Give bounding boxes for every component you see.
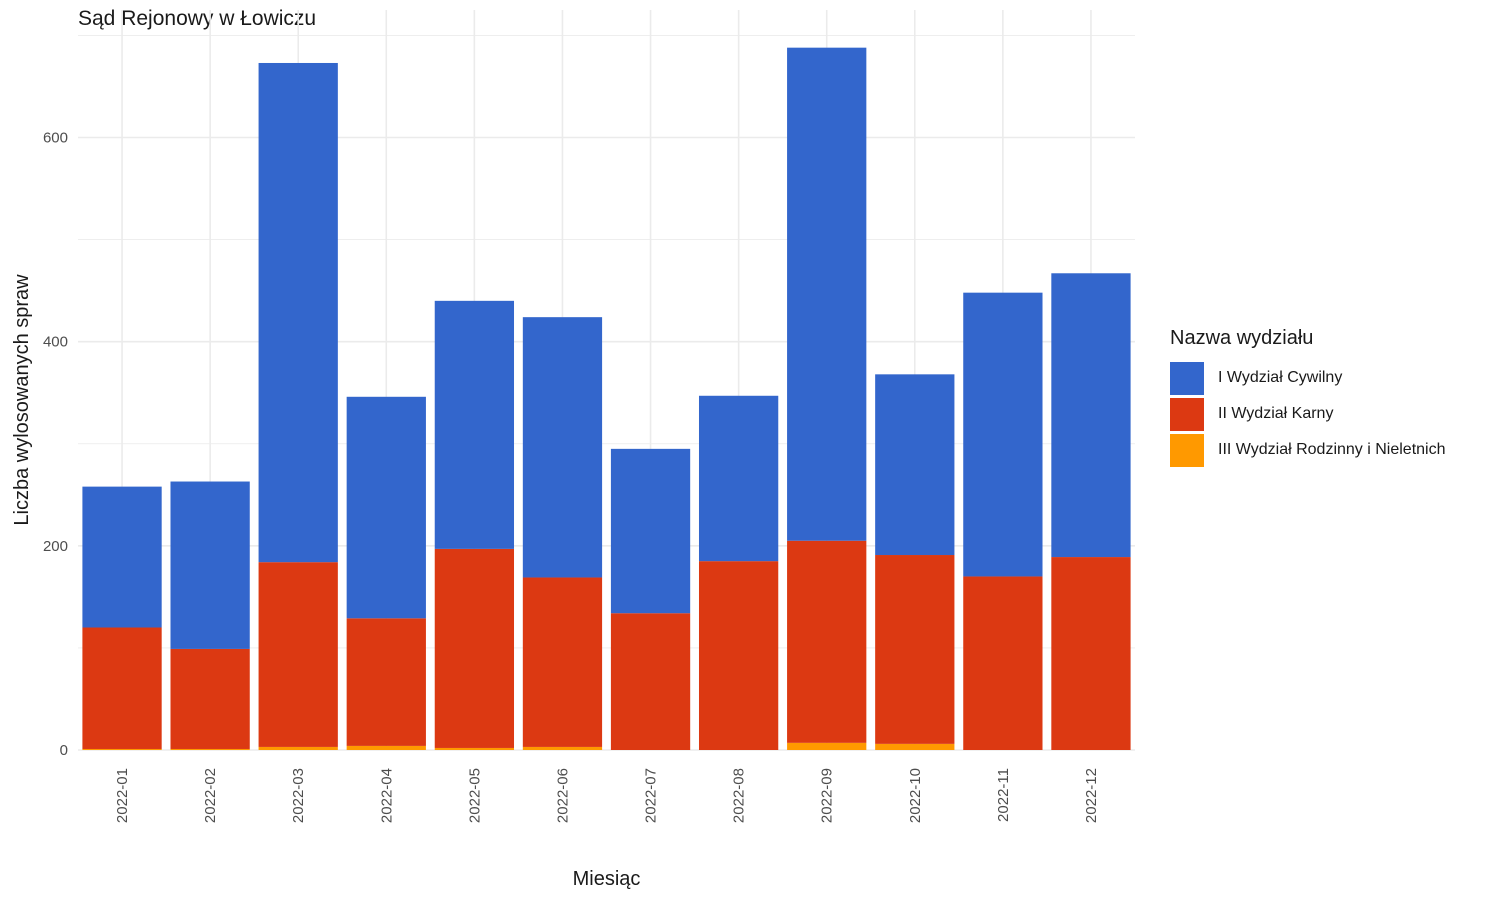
legend-swatch-rodzinny <box>1170 433 1204 467</box>
bar-2022-07-i-wydzia-cywilny <box>610 448 691 614</box>
x-tick-label: 2022-06 <box>554 768 571 823</box>
chart-title: Sąd Rejonowy w Łowiczu <box>78 7 317 30</box>
legend-item-cywilny: I Wydział Cywilny <box>1170 360 1446 396</box>
bar-2022-08-i-wydzia-cywilny <box>698 395 779 562</box>
bar-2022-06-i-wydzia-cywilny <box>522 317 603 578</box>
x-tick-label: 2022-10 <box>907 768 924 823</box>
bar-2022-11-ii-wydzia-karny <box>963 576 1043 750</box>
bar-2022-04-ii-wydzia-karny <box>346 618 426 746</box>
bar-2022-08-ii-wydzia-karny <box>698 561 779 750</box>
bar-2022-07-ii-wydzia-karny <box>610 613 691 750</box>
bar-2022-12-i-wydzia-cywilny <box>1051 273 1131 558</box>
bar-2022-05-iii-wydzia-rodzinny-i-nieletnich <box>434 747 515 750</box>
bar-2022-03-iii-wydzia-rodzinny-i-nieletnich <box>258 746 338 750</box>
bar-2022-04-i-wydzia-cywilny <box>346 396 426 619</box>
bar-2022-10-ii-wydzia-karny <box>875 555 955 744</box>
x-tick-label: 2022-11 <box>995 768 1012 822</box>
bar-2022-09-i-wydzia-cywilny <box>787 47 867 541</box>
bar-2022-01-i-wydzia-cywilny <box>82 486 162 628</box>
bar-2022-09-ii-wydzia-karny <box>787 540 867 743</box>
x-tick-label: 2022-12 <box>1083 768 1100 823</box>
y-tick-label: 200 <box>43 538 68 555</box>
legend-swatch-karny <box>1170 397 1204 431</box>
bar-2022-02-ii-wydzia-karny <box>170 648 250 749</box>
x-tick-label: 2022-09 <box>819 768 836 823</box>
legend-title: Nazwa wydziału <box>1170 327 1314 349</box>
legend-swatch-cywilny <box>1170 361 1204 395</box>
legend-label-cywilny: I Wydział Cywilny <box>1218 369 1343 386</box>
bar-2022-04-iii-wydzia-rodzinny-i-nieletnich <box>346 745 426 750</box>
legend-item-karny: II Wydział Karny <box>1170 396 1446 432</box>
bar-2022-03-i-wydzia-cywilny <box>258 62 338 563</box>
bar-2022-05-i-wydzia-cywilny <box>434 300 515 549</box>
bar-2022-10-i-wydzia-cywilny <box>875 374 955 556</box>
bar-2022-10-iii-wydzia-rodzinny-i-nieletnich <box>875 743 955 750</box>
x-tick-label: 2022-03 <box>290 768 307 823</box>
y-axis-title: Liczba wylosowanych spraw <box>11 274 33 526</box>
x-tick-label: 2022-01 <box>114 768 131 823</box>
legend-label-rodzinny: III Wydział Rodzinny i Nieletnich <box>1218 441 1446 458</box>
bar-2022-09-iii-wydzia-rodzinny-i-nieletnich <box>787 742 867 750</box>
bar-2022-02-iii-wydzia-rodzinny-i-nieletnich <box>170 748 250 750</box>
bar-2022-12-ii-wydzia-karny <box>1051 557 1131 750</box>
bar-2022-06-iii-wydzia-rodzinny-i-nieletnich <box>522 746 603 750</box>
x-tick-label: 2022-04 <box>378 768 395 823</box>
bar-2022-06-ii-wydzia-karny <box>522 577 603 747</box>
bar-2022-02-i-wydzia-cywilny <box>170 481 250 649</box>
bar-2022-11-i-wydzia-cywilny <box>963 292 1043 577</box>
x-tick-label: 2022-02 <box>202 768 219 823</box>
bar-2022-05-ii-wydzia-karny <box>434 548 515 748</box>
legend-item-rodzinny: III Wydział Rodzinny i Nieletnich <box>1170 432 1446 468</box>
y-tick-label: 0 <box>60 742 68 759</box>
legend-label-karny: II Wydział Karny <box>1218 405 1334 422</box>
x-tick-label: 2022-08 <box>731 768 748 823</box>
bar-2022-01-ii-wydzia-karny <box>82 627 162 749</box>
bar-2022-03-ii-wydzia-karny <box>258 562 338 747</box>
y-tick-label: 600 <box>43 130 68 147</box>
x-tick-label: 2022-07 <box>643 768 660 823</box>
x-axis-title: Miesiąc <box>573 868 641 890</box>
bar-2022-01-iii-wydzia-rodzinny-i-nieletnich <box>82 748 162 750</box>
x-tick-label: 2022-05 <box>466 768 483 823</box>
y-tick-label: 400 <box>43 334 68 351</box>
legend: Nazwa wydziału I Wydział Cywilny II Wydz… <box>1170 327 1446 468</box>
